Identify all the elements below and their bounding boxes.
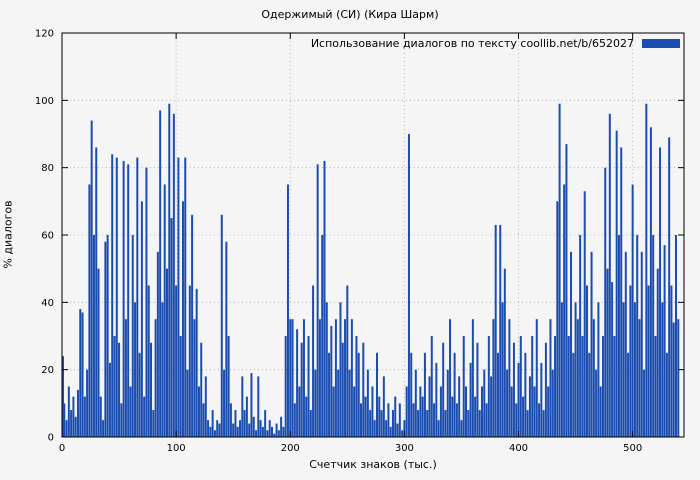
svg-text:0: 0 bbox=[59, 443, 65, 454]
legend-swatch bbox=[642, 39, 680, 48]
svg-text:500: 500 bbox=[623, 443, 642, 454]
legend: Использование диалогов по тексту coollib… bbox=[311, 37, 680, 50]
svg-text:80: 80 bbox=[41, 163, 54, 174]
svg-text:40: 40 bbox=[41, 298, 54, 309]
legend-label: Использование диалогов по тексту coollib… bbox=[310, 37, 634, 50]
svg-text:200: 200 bbox=[281, 443, 300, 454]
svg-text:0: 0 bbox=[48, 433, 54, 444]
svg-text:100: 100 bbox=[35, 96, 54, 107]
svg-text:120: 120 bbox=[35, 29, 54, 40]
x-axis-label: Счетчик знаков (тыс.) bbox=[309, 458, 437, 471]
chart-title: Одержимый (СИ) (Кира Шарм) bbox=[261, 8, 439, 21]
svg-text:60: 60 bbox=[41, 231, 54, 242]
svg-text:400: 400 bbox=[509, 443, 528, 454]
svg-text:100: 100 bbox=[167, 443, 186, 454]
svg-text:300: 300 bbox=[395, 443, 414, 454]
svg-text:20: 20 bbox=[41, 365, 54, 376]
